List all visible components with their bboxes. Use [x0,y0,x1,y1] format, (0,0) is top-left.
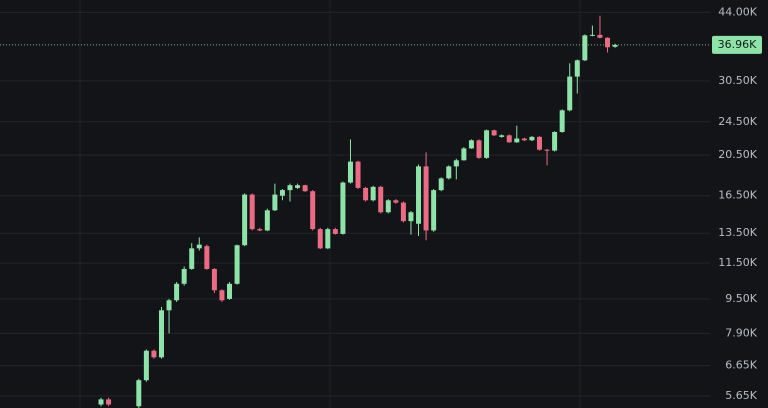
candle-body [106,399,112,405]
last-price-label: 36.96K [718,38,757,51]
candle-body [310,191,316,230]
candle-body [355,161,361,188]
candle-body [499,135,505,137]
candle-body [589,34,595,36]
candle-body [385,200,391,213]
candle-body [431,190,437,231]
candle-body [468,140,474,149]
candle-body [211,268,217,291]
candle-body [219,290,225,301]
candle-body [393,200,399,203]
candle-body [416,166,422,224]
candle-body [461,148,467,161]
candle-body [317,229,323,249]
y-tick-label: 20.50K [718,148,757,161]
plot [98,15,618,408]
candle-body [136,380,142,407]
candle-body [340,182,346,234]
candle-body [98,399,104,405]
y-tick-label: 44.00K [718,5,757,18]
candle-body [514,138,520,143]
candle-body [158,310,164,358]
candle-body [484,130,490,158]
candle-body [559,110,565,132]
candle-body [612,44,618,47]
y-tick-label: 6.65K [725,359,757,372]
y-tick-label: 9.50K [725,292,757,305]
candle-body [506,135,512,143]
candle-body [597,34,603,38]
candle-body [370,186,376,201]
candle-body [536,136,542,150]
candle-body [264,210,270,231]
y-tick-label: 7.90K [725,326,757,339]
candle-body [529,136,535,141]
candle-body [552,131,558,151]
candle-body [166,300,172,311]
candle-body [143,350,149,381]
candle-body [347,161,353,183]
candle-body [476,140,482,158]
grid [0,11,710,397]
candle-body [582,35,588,61]
candle-body [332,229,338,234]
candle-body [423,166,429,231]
candle-body [272,194,278,211]
candle-body [279,190,285,196]
candle-body [302,185,308,192]
candle-body [491,130,497,136]
y-tick-label: 24.50K [718,115,757,128]
candle-body [174,283,180,301]
candle-body [257,229,263,231]
candle-body [446,166,452,179]
candle-body [605,37,611,48]
candle-body [196,244,202,249]
candle-body [234,245,240,284]
y-tick-label: 11.50K [718,256,757,269]
candle-body [181,268,187,284]
candle-body [378,186,384,213]
y-tick-label: 30.50K [718,74,757,87]
candle-body [567,76,573,111]
candle-body [204,246,210,269]
y-axis: 5.65K 6.65K 7.90K 9.50K 11.50K 13.50K 16.50K 20… [712,5,762,402]
candle-body [287,185,293,191]
candle-body [242,194,248,246]
candle-body [227,283,233,299]
y-tick-label: 16.50K [718,189,757,202]
candle-body [400,202,406,222]
candle-body [544,149,550,151]
candle-body [453,160,459,167]
candle-body [438,178,444,191]
candle-body [408,212,414,222]
candle-body [189,248,195,269]
last-price-box [712,35,762,54]
candle-body [295,185,301,188]
candle-body [151,350,157,358]
candle-body [363,187,369,201]
y-tick-label: 13.50K [718,226,757,239]
candle-body [325,229,331,249]
candle-body [521,138,527,141]
candle-body [574,60,580,77]
candle-body [249,194,255,230]
y-tick-label: 5.65K [725,389,757,402]
